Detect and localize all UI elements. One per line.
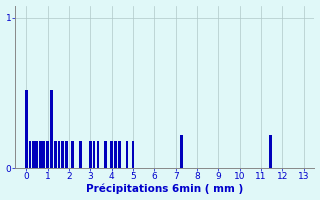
X-axis label: Précipitations 6min ( mm ): Précipitations 6min ( mm ) [86,184,244,194]
Bar [132,141,134,168]
Bar [93,141,95,168]
Bar [118,141,121,168]
Bar [79,141,82,168]
Bar [46,141,49,168]
Bar [42,141,45,168]
Bar [104,141,107,168]
Bar [58,141,60,168]
Bar [180,135,183,168]
Bar [114,141,117,168]
Bar [36,141,38,168]
Bar [39,141,42,168]
Bar [28,141,31,168]
Bar [65,141,68,168]
Bar [125,141,128,168]
Bar [110,141,113,168]
Bar [50,90,53,168]
Bar [61,141,64,168]
Bar [269,135,272,168]
Bar [89,141,92,168]
Bar [32,141,35,168]
Bar [25,90,28,168]
Bar [54,141,57,168]
Bar [97,141,99,168]
Bar [71,141,74,168]
